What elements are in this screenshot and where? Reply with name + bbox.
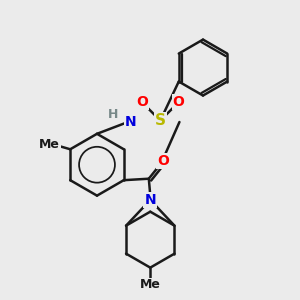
Text: H: H: [108, 108, 119, 121]
Text: S: S: [155, 113, 166, 128]
Text: O: O: [157, 154, 169, 168]
Text: O: O: [172, 95, 184, 109]
Text: N: N: [145, 193, 156, 207]
Text: N: N: [125, 115, 137, 129]
Text: Me: Me: [140, 278, 161, 291]
Text: Me: Me: [39, 138, 60, 151]
Text: O: O: [136, 95, 148, 109]
